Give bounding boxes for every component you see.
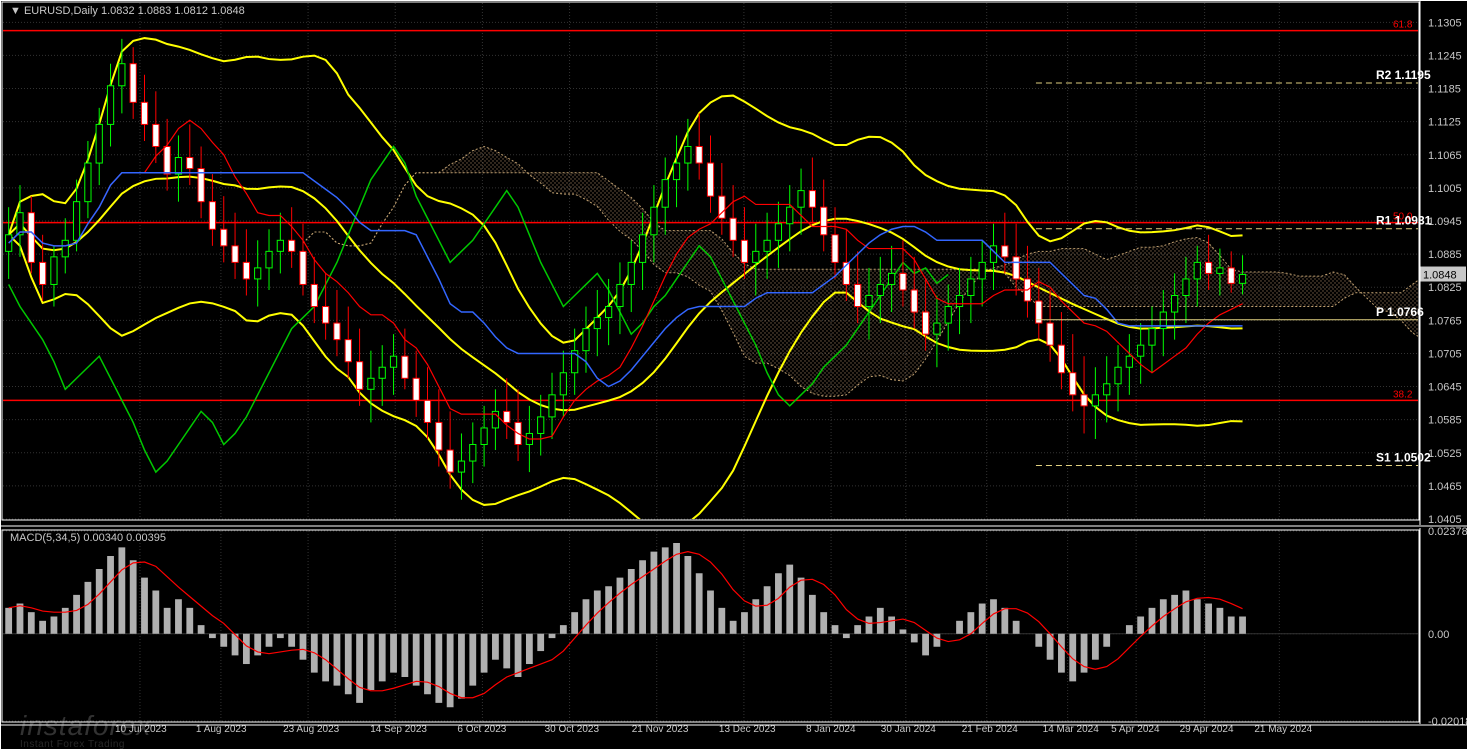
svg-text:1.0645: 1.0645 (1428, 382, 1462, 394)
svg-text:10 Jul 2023: 10 Jul 2023 (115, 724, 167, 735)
svg-text:1.1065: 1.1065 (1428, 150, 1462, 162)
chart-container: 1.0405 1.0465 1.0525 1.0585 1.0645 1.0705 1.07… (0, 0, 1468, 750)
svg-text:-0.02018: -0.02018 (1428, 716, 1468, 728)
svg-text:21 May 2024: 21 May 2024 (1254, 724, 1312, 735)
svg-text:1.0885: 1.0885 (1428, 249, 1462, 261)
svg-text:R2 1.1195: R2 1.1195 (1376, 68, 1431, 82)
svg-text:8 Jan 2024: 8 Jan 2024 (806, 724, 856, 735)
svg-text:23 Aug 2023: 23 Aug 2023 (283, 724, 340, 735)
svg-text:1.1005: 1.1005 (1428, 183, 1462, 195)
svg-text:MACD(5,34,5) 0.00340 0.00395: MACD(5,34,5) 0.00340 0.00395 (10, 532, 166, 544)
svg-text:30 Jan 2024: 30 Jan 2024 (881, 724, 936, 735)
svg-text:29 Apr 2024: 29 Apr 2024 (1180, 724, 1234, 735)
svg-text:38.2: 38.2 (1393, 389, 1413, 400)
svg-text:6 Oct 2023: 6 Oct 2023 (457, 724, 506, 735)
svg-text:21 Nov 2023: 21 Nov 2023 (632, 724, 689, 735)
svg-text:1.0848: 1.0848 (1423, 270, 1457, 282)
svg-text:0.02378: 0.02378 (1428, 526, 1468, 538)
svg-text:1.1305: 1.1305 (1428, 17, 1462, 29)
svg-text:1.0465: 1.0465 (1428, 481, 1462, 493)
svg-text:S1 1.0502: S1 1.0502 (1376, 450, 1431, 464)
chart-svg[interactable]: 1.0405 1.0465 1.0525 1.0585 1.0645 1.0705 1.07… (0, 0, 1468, 750)
svg-text:1.1125: 1.1125 (1428, 117, 1461, 129)
svg-text:▼ EURUSD,Daily 1.0832 1.0883: ▼ EURUSD,Daily 1.0832 1.0883 1.0812 1.08… (10, 5, 245, 17)
svg-text:1.0825: 1.0825 (1428, 282, 1462, 294)
svg-text:1.0525: 1.0525 (1428, 448, 1462, 460)
svg-text:1.1245: 1.1245 (1428, 50, 1462, 62)
svg-text:0.00: 0.00 (1428, 629, 1449, 641)
svg-text:21 Feb 2024: 21 Feb 2024 (962, 724, 1019, 735)
svg-text:61.8: 61.8 (1393, 20, 1413, 31)
svg-text:1.0405: 1.0405 (1428, 514, 1462, 526)
svg-text:1.0585: 1.0585 (1428, 415, 1462, 427)
svg-text:1.0705: 1.0705 (1428, 348, 1462, 360)
svg-text:13 Dec 2023: 13 Dec 2023 (719, 724, 776, 735)
svg-text:1.1185: 1.1185 (1428, 84, 1461, 96)
svg-text:1 Aug 2023: 1 Aug 2023 (196, 724, 247, 735)
svg-text:30 Oct 2023: 30 Oct 2023 (545, 724, 600, 735)
svg-text:1.0945: 1.0945 (1428, 216, 1462, 228)
svg-text:14 Mar 2024: 14 Mar 2024 (1043, 724, 1100, 735)
svg-text:14 Sep 2023: 14 Sep 2023 (370, 724, 427, 735)
svg-text:1.0765: 1.0765 (1428, 315, 1462, 327)
svg-text:5 Apr 2024: 5 Apr 2024 (1111, 724, 1160, 735)
svg-text:P 1.0766: P 1.0766 (1376, 305, 1424, 319)
svg-text:R1 1.0931: R1 1.0931 (1376, 214, 1432, 228)
